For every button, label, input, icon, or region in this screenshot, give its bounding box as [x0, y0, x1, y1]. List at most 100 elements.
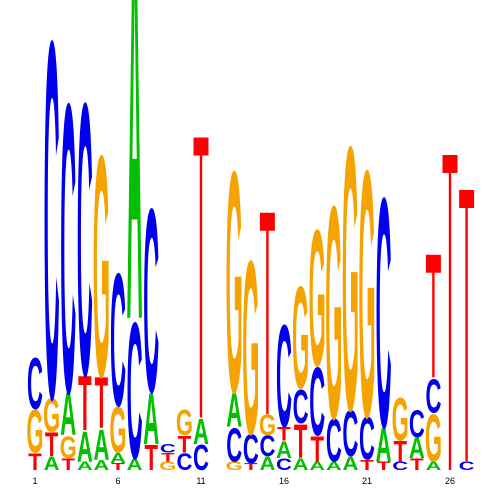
logo-letter-C: C	[276, 296, 292, 458]
logo-letter-C: C	[176, 448, 192, 475]
logo-letter-C: C	[44, 0, 60, 500]
logo-letter-A: A	[93, 422, 109, 470]
logo-letter-T-stem	[199, 145, 203, 418]
logo-letter-G: G	[26, 398, 43, 466]
logo-letter-G: G	[109, 395, 126, 467]
x-tick-label: 6	[115, 476, 120, 486]
logo-letter-A: A	[193, 412, 209, 452]
logo-letter-C: C	[127, 284, 143, 500]
logo-letter-G: G	[325, 142, 342, 482]
logo-letter-A: A	[143, 379, 159, 460]
logo-letter-C: C	[392, 459, 408, 473]
logo-letter-G: G	[342, 67, 359, 489]
logo-letter-C: C	[425, 368, 441, 422]
logo-letter-C: C	[193, 439, 209, 479]
logo-letter-G: G	[392, 386, 409, 454]
logo-letter-G: G	[309, 191, 326, 407]
logo-letter-T: T	[61, 455, 74, 474]
logo-letter-C: C	[359, 405, 375, 473]
logo-letter-A: A	[293, 455, 309, 474]
x-axis-labels: 1 6 11 16 21 26	[32, 476, 455, 486]
logo-letter-T: T	[360, 457, 374, 473]
logo-letter-C: C	[259, 431, 275, 463]
logo-letter-T: T	[393, 436, 407, 468]
logo-letter-A: A	[226, 382, 242, 436]
logo-letter-G: G	[259, 410, 276, 442]
logo-letter-T: T	[410, 455, 423, 474]
logo-letter-T-bar	[259, 212, 275, 231]
logo-letter-G: G	[226, 106, 243, 459]
logo-letter-G: G	[176, 404, 193, 444]
logo-letter-T: T	[377, 459, 391, 473]
logo-letter-C: C	[459, 459, 475, 473]
x-tick-label: 21	[362, 476, 372, 486]
logo-letter-A: A	[77, 423, 93, 471]
logo-letter-C: C	[110, 234, 126, 446]
logo-letter-T-bar	[442, 155, 458, 173]
x-tick-label: 11	[196, 476, 205, 486]
logo-letter-A: A	[127, 455, 143, 474]
x-tick-label: 16	[279, 476, 289, 486]
logo-letter-C: C	[226, 417, 242, 471]
logo-letter-A: A	[409, 433, 425, 465]
logo-letter-C: C	[27, 344, 43, 425]
logo-letter-A: A	[60, 380, 76, 448]
logo-letter-C: C	[309, 347, 325, 456]
logo-letter-C: C	[77, 24, 93, 457]
logo-letter-T: T	[178, 431, 191, 458]
logo-letter-T-bar	[459, 190, 475, 208]
logo-letter-T: T	[161, 450, 175, 464]
logo-letter-A: A	[44, 453, 60, 475]
logo-letter-C: C	[409, 401, 425, 445]
logo-letter-C: C	[342, 398, 358, 470]
logo-letter-A: A	[93, 457, 109, 473]
logo-letter-T-stem	[432, 262, 435, 378]
logo-letter-C: C	[160, 442, 176, 456]
logo-letter-G: G	[93, 91, 110, 444]
logo-letter-G: G	[425, 399, 442, 476]
logo-letter-A: A	[259, 453, 275, 475]
logo-letter-T: T	[294, 414, 307, 468]
logo-letter-C: C	[143, 154, 159, 447]
logo-letter-A: A	[77, 459, 93, 473]
logo-letter-T: T	[277, 423, 291, 445]
logo-letter-T: T	[244, 461, 258, 472]
x-tick-label: 1	[32, 476, 37, 486]
logo-letter-G: G	[242, 211, 259, 487]
logo-letter-C: C	[243, 427, 259, 473]
logo-letter-T-stem	[465, 198, 468, 462]
logo-letter-T: T	[78, 360, 92, 447]
logo-letter-A: A	[376, 417, 392, 471]
logo-letter-A: A	[425, 459, 441, 473]
logo-letter-T: T	[310, 430, 324, 470]
logo-letter-T: T	[28, 448, 41, 475]
logo-letter-A: A	[110, 450, 126, 466]
logo-letter-G: G	[226, 459, 243, 473]
logo-letter-A: A	[276, 436, 292, 463]
logo-letter-G: G	[292, 258, 309, 420]
logo-letter-T-bar	[193, 137, 209, 156]
logo-letter-T-stem	[266, 220, 269, 414]
logo-letter-C: C	[293, 379, 309, 433]
logo-letter-T: T	[95, 363, 109, 444]
logo-letter-G: G	[358, 97, 375, 491]
x-tick-label: 26	[445, 476, 455, 486]
logo-letter-T-stem	[448, 163, 452, 470]
logo-letter-T: T	[111, 461, 125, 472]
logo-letter-G: G	[60, 429, 77, 465]
logo-letter-C: C	[376, 130, 392, 497]
logo-letter-T: T	[45, 426, 59, 464]
logo-letter-T-bar	[425, 254, 441, 273]
logo-letter-G: G	[43, 388, 60, 442]
logo-letter-C: C	[60, 18, 76, 480]
logo-letter-G: G	[159, 459, 176, 473]
logo-letter-A: A	[342, 453, 358, 475]
logo-letter-C: C	[326, 407, 342, 475]
logo-letter-A: A	[127, 0, 143, 436]
logo-letter-A: A	[326, 459, 342, 473]
logo-letter-T: T	[144, 439, 158, 479]
logo-letter-C: C	[276, 455, 292, 474]
